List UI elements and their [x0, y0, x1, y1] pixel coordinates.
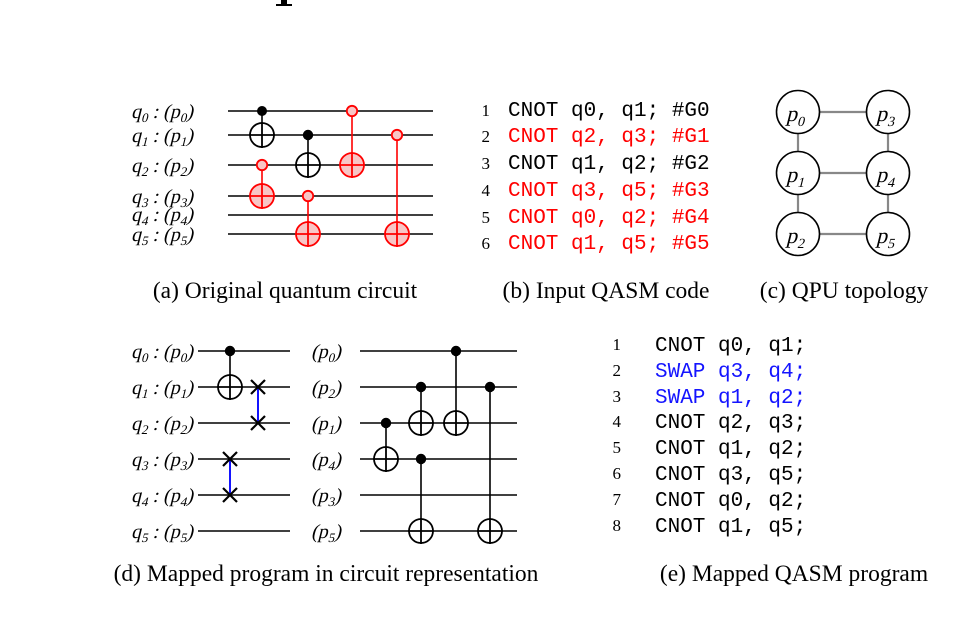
- svg-text:q4 : (p4): q4 : (p4): [131, 485, 194, 509]
- svg-text:(p5): (p5): [311, 521, 342, 545]
- svg-text:q1 : (p1): q1 : (p1): [131, 377, 194, 401]
- svg-text:(p2): (p2): [311, 377, 342, 401]
- svg-text:(p3): (p3): [311, 485, 342, 509]
- svg-text:q2 : (p2): q2 : (p2): [131, 413, 194, 437]
- svg-text:(p0): (p0): [311, 341, 342, 365]
- svg-text:q0 : (p0): q0 : (p0): [131, 341, 194, 365]
- svg-text:(p1): (p1): [311, 413, 342, 437]
- svg-text:q3 : (p3): q3 : (p3): [131, 449, 194, 473]
- svg-text:(p4): (p4): [311, 449, 342, 473]
- svg-text:q5 : (p5): q5 : (p5): [131, 521, 194, 545]
